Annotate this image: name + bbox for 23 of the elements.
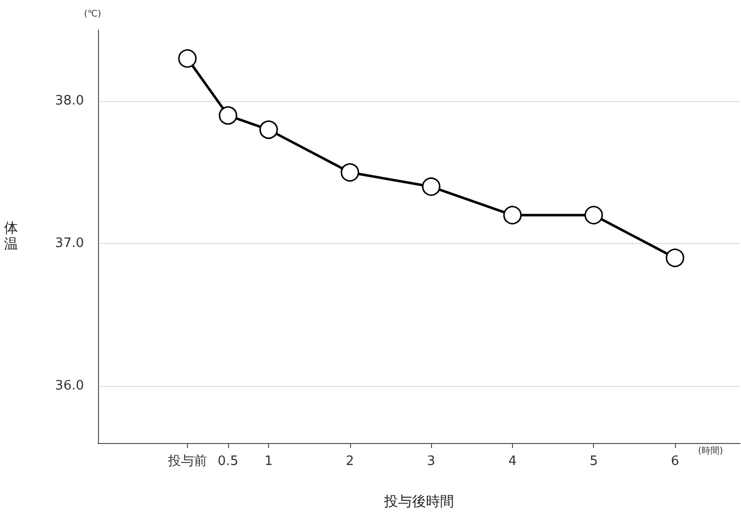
point (503, 206, 522, 224)
point (422, 177, 440, 196)
y-tick-label: 36.0 (55, 378, 84, 394)
y-tick-label: 37.0 (55, 236, 84, 252)
point (218, 106, 238, 125)
x-axis-title: 投与後時間 (383, 494, 454, 510)
x-tick-label: 5 (590, 454, 598, 469)
point (666, 248, 684, 268)
x-tick-label: 1 (264, 454, 273, 469)
y-tick-label: 38.0 (55, 94, 84, 109)
text: (時間) (698, 446, 724, 456)
x-tick-label: 2 (346, 454, 354, 469)
text: (℃) (84, 10, 102, 20)
x-tick-label: 0.5 (218, 454, 238, 469)
x-tick-label: 3 (427, 454, 436, 469)
point (584, 206, 603, 224)
x-tick-label: 投与前 (166, 454, 207, 469)
point (178, 49, 197, 68)
point (259, 120, 278, 139)
point (340, 163, 360, 182)
y-axis-title: 体温 (4, 220, 18, 252)
x-tick-label: 4 (508, 454, 517, 469)
x-tick-label: 6 (670, 454, 680, 469)
